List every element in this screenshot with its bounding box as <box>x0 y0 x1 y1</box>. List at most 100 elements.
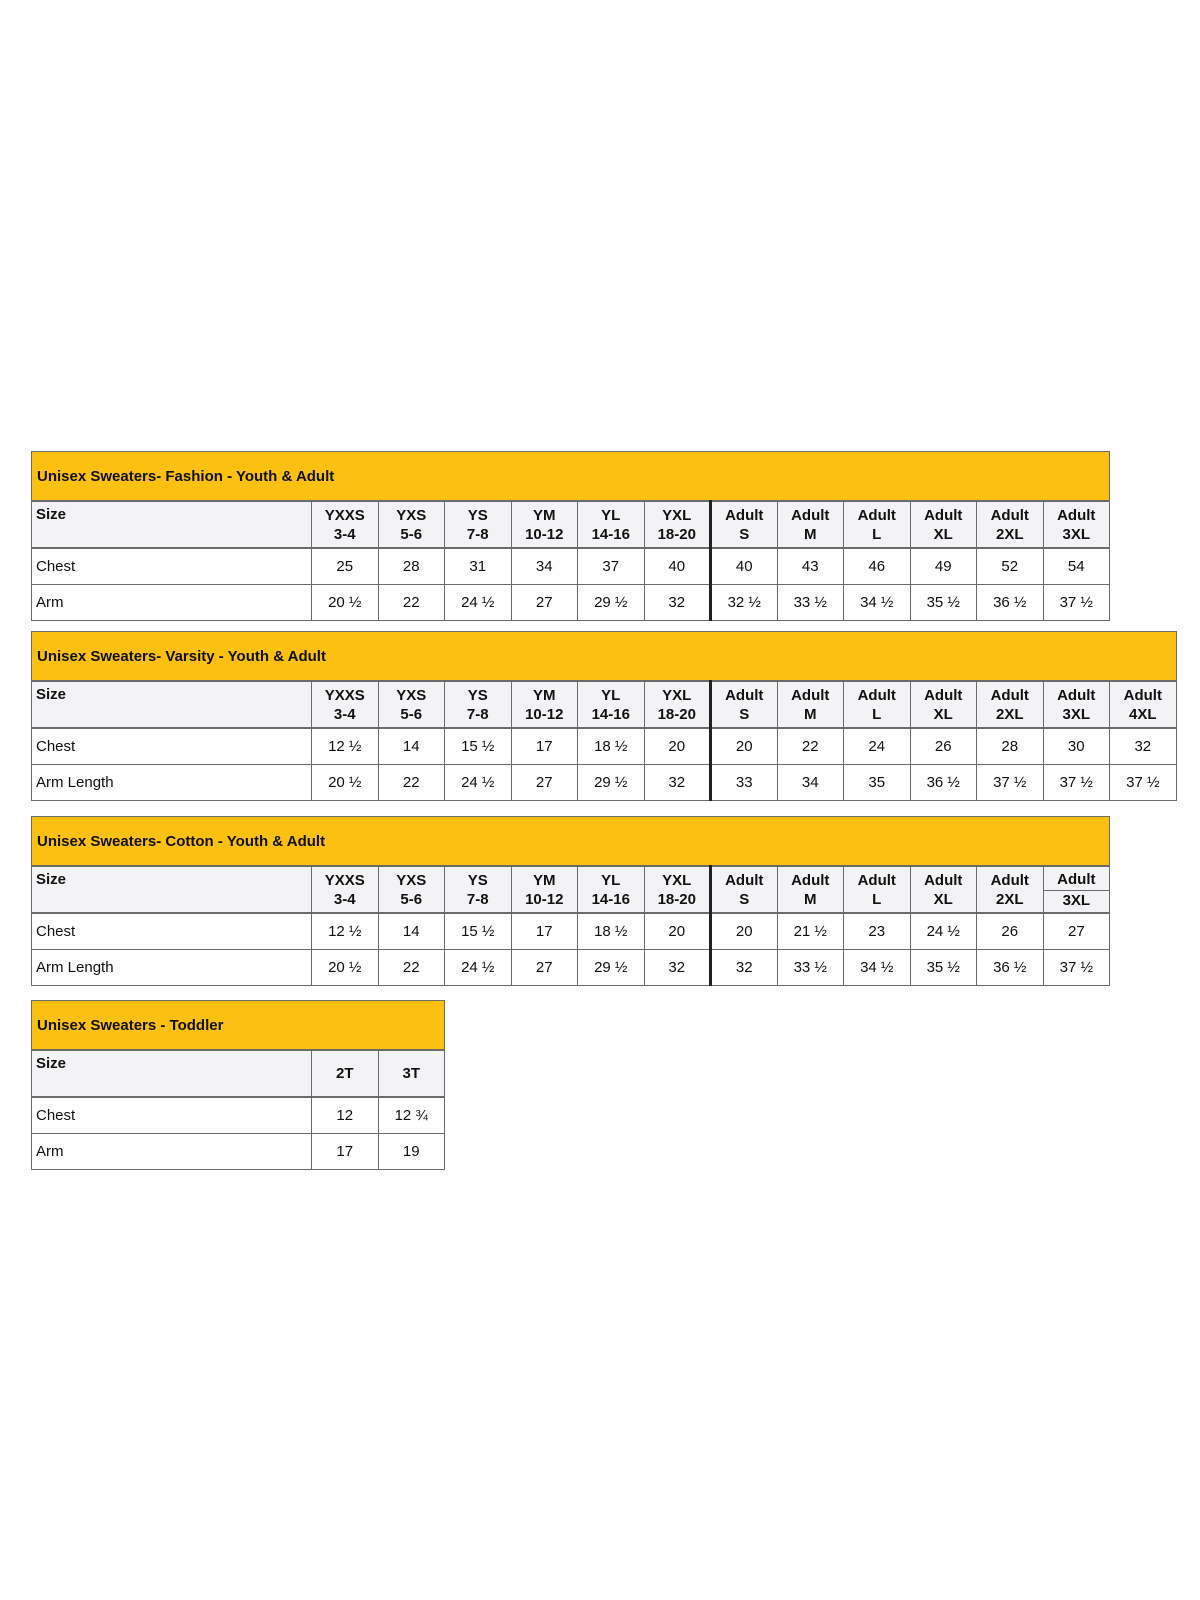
measurement-value: 40 <box>643 547 711 585</box>
measurement-value: 28 <box>976 727 1044 765</box>
size-header-line: 10-12 <box>525 525 564 543</box>
measurement-row: Arm 20 ½ 22 24 ½ 27 29 ½ 32 32 ½ 33 ½ 34 ½ 35 ½ 36 … <box>31 584 1110 621</box>
measurement-row: Arm 17 19 <box>31 1133 446 1170</box>
size-header-line: S <box>739 525 750 543</box>
measurement-value: 29 ½ <box>577 949 645 986</box>
measurement-value: 52 <box>976 547 1044 585</box>
size-header-line: Adult <box>924 871 963 889</box>
size-header: YL 14-16 <box>577 865 645 914</box>
size-header-line: 10-12 <box>525 705 564 723</box>
size-header-line: Adult <box>725 871 764 889</box>
size-header-line: S <box>739 705 750 723</box>
size-header: Adult M <box>776 500 844 549</box>
size-header-line: Adult <box>857 506 896 524</box>
size-row: Size 2T 3T <box>31 1049 446 1098</box>
size-header-line: M <box>804 705 817 723</box>
measurement-value: 33 ½ <box>776 949 844 986</box>
measurement-value: 17 <box>510 912 578 950</box>
size-chart-table: Unisex Sweaters - Toddler Size 2T 3T Chest 12… <box>30 1000 446 1170</box>
measurement-value: 12 ½ <box>311 727 379 765</box>
size-header-line: YXXS <box>324 871 365 889</box>
size-header-line: Adult <box>791 506 830 524</box>
measurement-value: 12 <box>311 1096 379 1134</box>
size-chart-table: Unisex Sweaters- Fashion - Youth & Adult… <box>31 451 1110 621</box>
measurement-label: Chest <box>31 727 312 765</box>
measurement-value: 26 <box>976 912 1044 950</box>
size-header-line: YM <box>533 506 556 524</box>
measurement-label: Chest <box>31 1096 312 1134</box>
size-header-line: 18-20 <box>657 890 696 908</box>
measurement-value: 18 ½ <box>577 912 645 950</box>
size-header-line: YL <box>601 686 621 704</box>
size-header: YXS 5-6 <box>377 680 445 729</box>
size-header: Adult 2XL <box>976 680 1044 729</box>
size-header: Adult XL <box>909 500 977 549</box>
measurement-value: 18 ½ <box>577 727 645 765</box>
size-row: Size YXXS 3-4 YXS 5-6 YS 7-8 YM 10-12 YL 14-16 YXL 1… <box>31 500 1110 549</box>
size-header: YXS 5-6 <box>377 500 445 549</box>
measurement-value: 36 ½ <box>909 764 977 801</box>
size-header: Adult S <box>709 500 778 549</box>
measurement-value: 32 <box>709 949 778 986</box>
measurement-value: 27 <box>510 584 578 621</box>
table-title-row: Unisex Sweaters - Toddler <box>30 1000 446 1051</box>
size-header: YXL 18-20 <box>643 865 711 914</box>
size-header-line: 5-6 <box>400 525 423 543</box>
measurement-value: 24 ½ <box>909 912 977 950</box>
measurement-value: 37 ½ <box>1042 584 1110 621</box>
size-header: Adult XL <box>909 865 977 914</box>
size-header-line: YM <box>533 686 556 704</box>
table-title: Unisex Sweaters- Fashion - Youth & Adult <box>31 451 1110 502</box>
size-header-line: 3XL <box>1062 705 1090 723</box>
measurement-label: Arm <box>31 584 312 621</box>
measurement-label: Arm <box>31 1133 312 1170</box>
measurement-value: 37 ½ <box>1042 949 1111 986</box>
size-header-line: L <box>872 525 882 543</box>
size-header: YXXS 3-4 <box>311 865 379 914</box>
size-header-line: 3-4 <box>333 890 356 908</box>
size-header-line: 10-12 <box>525 890 564 908</box>
measurement-value: 20 ½ <box>311 584 379 621</box>
size-header: 3T <box>377 1049 446 1098</box>
measurement-value: 25 <box>311 547 379 585</box>
size-header-line: L <box>872 890 882 908</box>
size-row: Size YXXS 3-4 YXS 5-6 YS 7-8 YM 10-12 YL 14-16 YXL 1… <box>31 865 1111 914</box>
measurement-row: Chest 12 ½ 14 15 ½ 17 18 ½ 20 20 21 ½ 23 24 ½ 26 27 <box>31 912 1111 950</box>
size-header-line: 3-4 <box>333 705 356 723</box>
measurement-value: 22 <box>377 584 445 621</box>
measurement-value: 33 ½ <box>776 584 844 621</box>
size-header-line: Adult <box>725 686 764 704</box>
measurement-row: Chest 25 28 31 34 37 40 40 43 46 49 52 54 <box>31 547 1110 585</box>
measurement-value: 20 <box>709 727 778 765</box>
size-header-line: Adult <box>990 506 1029 524</box>
size-header-line: XL <box>933 705 953 723</box>
measurement-value: 29 ½ <box>577 764 645 801</box>
measurement-row: Arm Length 20 ½ 22 24 ½ 27 29 ½ 32 32 33 ½ 34 ½ 35… <box>31 949 1111 986</box>
size-header-line: Adult <box>924 686 963 704</box>
measurement-value: 20 <box>643 727 711 765</box>
measurement-value: 15 ½ <box>444 912 512 950</box>
size-header-line: 2T <box>335 1065 354 1082</box>
size-header: Adult L <box>843 680 911 729</box>
size-header: Adult 2XL <box>976 865 1044 914</box>
size-header: YXXS 3-4 <box>311 500 379 549</box>
measurement-value: 32 <box>1109 727 1177 765</box>
size-header: YS 7-8 <box>444 500 512 549</box>
size-header: YXS 5-6 <box>377 865 445 914</box>
size-header-line: YS <box>467 506 488 524</box>
measurement-label: Chest <box>31 912 312 950</box>
size-header-line: 18-20 <box>657 525 696 543</box>
measurement-value: 24 <box>843 727 911 765</box>
size-header-line: L <box>872 705 882 723</box>
size-label: Size <box>31 1049 312 1098</box>
size-header: YXL 18-20 <box>643 680 711 729</box>
measurement-value: 27 <box>510 949 578 986</box>
table-title: Unisex Sweaters- Cotton - Youth & Adult <box>30 816 1111 867</box>
measurement-value: 29 ½ <box>577 584 645 621</box>
size-header: YL 14-16 <box>577 500 645 549</box>
size-header: Adult M <box>776 865 844 914</box>
size-header-line: 2XL <box>995 890 1024 908</box>
size-header-line: XL <box>933 890 953 908</box>
measurement-value: 27 <box>510 764 578 801</box>
size-header-line: YXS <box>396 506 427 524</box>
